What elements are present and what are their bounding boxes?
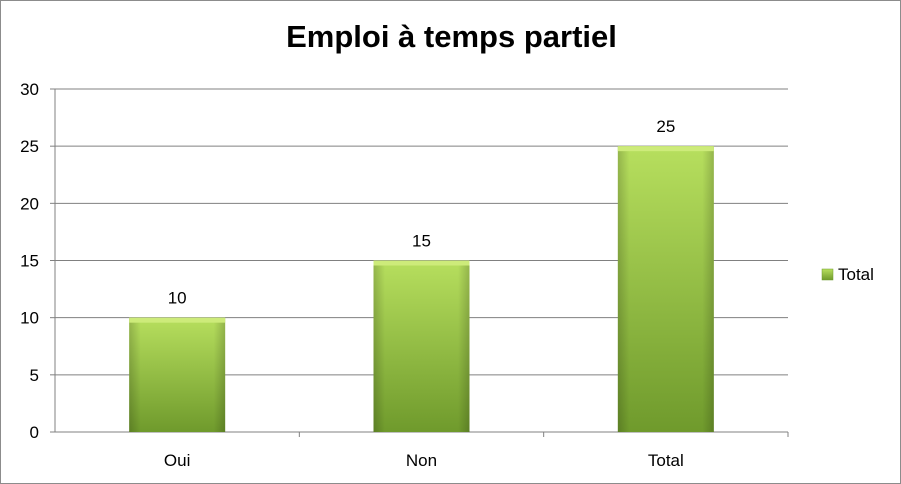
data-label: 25	[656, 117, 675, 136]
bar-top-bevel	[617, 146, 714, 152]
y-tick-label: 20	[20, 194, 39, 213]
bar-shading	[129, 317, 226, 432]
data-label: 10	[168, 289, 187, 308]
labels: 0 5 10 15 20 25 30 10 Oui 15 Non 25 Total	[20, 80, 684, 470]
y-tick-label: 15	[20, 252, 39, 271]
data-label: 15	[412, 232, 431, 251]
y-tick-label: 30	[20, 80, 39, 99]
bar-shading	[373, 260, 470, 432]
bars	[129, 146, 714, 432]
y-tick-label: 25	[20, 137, 39, 156]
bar-top-bevel	[373, 260, 470, 266]
y-tick-label: 10	[20, 309, 39, 328]
y-tick-label: 0	[30, 423, 39, 442]
bar-shading	[617, 146, 714, 432]
x-tick-label: Total	[648, 451, 684, 470]
legend-label: Total	[838, 265, 874, 284]
y-tick-label: 5	[30, 366, 39, 385]
legend: Total	[821, 265, 874, 284]
x-tick-label: Non	[406, 451, 437, 470]
chart-title: Emploi à temps partiel	[286, 19, 617, 54]
legend-swatch	[821, 268, 834, 281]
bar-top-bevel	[129, 317, 226, 323]
x-tick-label: Oui	[164, 451, 190, 470]
